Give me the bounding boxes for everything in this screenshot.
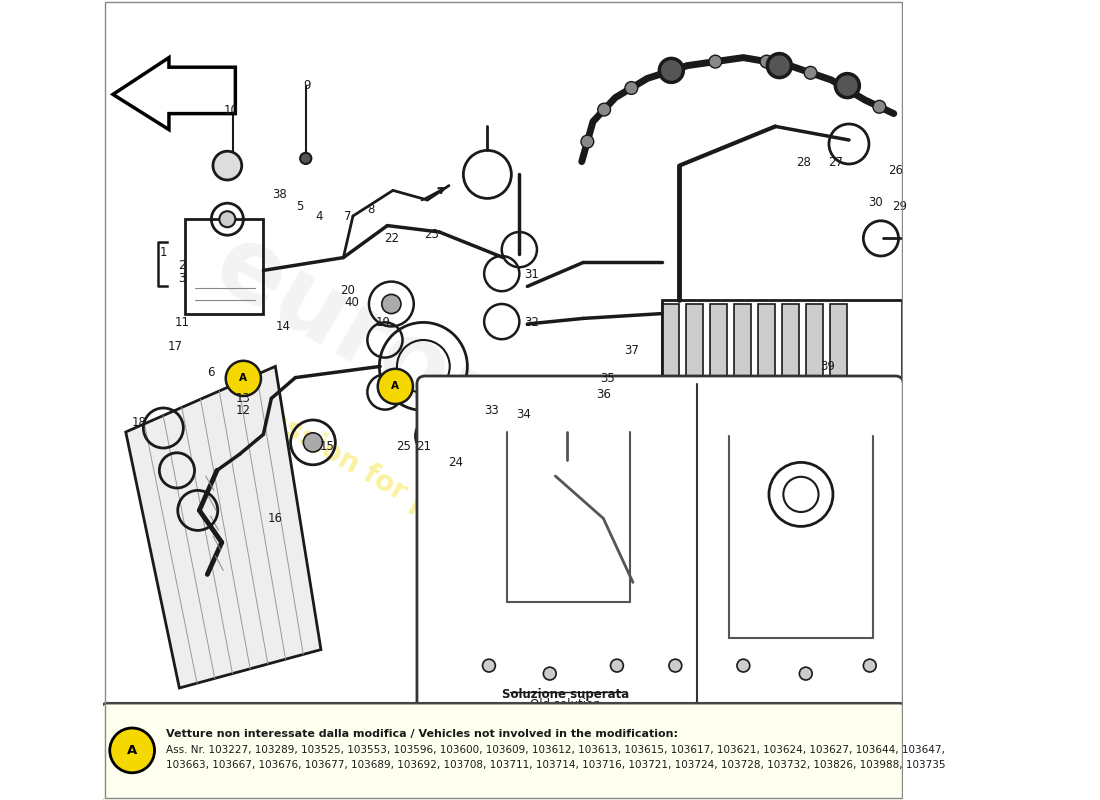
Text: 33: 33 bbox=[484, 404, 498, 417]
Circle shape bbox=[382, 294, 402, 314]
Circle shape bbox=[768, 54, 791, 78]
Bar bbox=[758, 304, 776, 408]
Circle shape bbox=[864, 659, 877, 672]
Text: 35: 35 bbox=[600, 372, 615, 385]
Bar bbox=[710, 304, 727, 408]
Text: 30: 30 bbox=[868, 196, 882, 209]
Bar bbox=[185, 219, 263, 314]
Text: 16: 16 bbox=[268, 512, 283, 525]
Polygon shape bbox=[113, 58, 235, 130]
Circle shape bbox=[659, 58, 683, 82]
Text: Ass. Nr. 103227, 103289, 103525, 103553, 103596, 103600, 103609, 103612, 103613,: Ass. Nr. 103227, 103289, 103525, 103553,… bbox=[166, 745, 945, 754]
Text: 8: 8 bbox=[367, 203, 375, 216]
Text: 27: 27 bbox=[828, 156, 843, 169]
Bar bbox=[734, 304, 751, 408]
Circle shape bbox=[304, 433, 322, 452]
Text: 15: 15 bbox=[320, 440, 334, 453]
Circle shape bbox=[610, 659, 624, 672]
Bar bbox=[662, 406, 902, 456]
Text: Soluzione superata: Soluzione superata bbox=[502, 688, 629, 701]
Bar bbox=[806, 304, 824, 408]
FancyBboxPatch shape bbox=[417, 376, 903, 718]
Text: 3: 3 bbox=[178, 272, 186, 285]
Circle shape bbox=[760, 55, 773, 68]
Text: 9: 9 bbox=[304, 79, 311, 92]
Circle shape bbox=[213, 151, 242, 180]
Text: 26: 26 bbox=[888, 164, 903, 177]
Text: 17: 17 bbox=[168, 340, 183, 353]
Text: 18: 18 bbox=[132, 416, 146, 429]
Circle shape bbox=[597, 103, 611, 116]
Bar bbox=[829, 304, 847, 408]
Text: 37: 37 bbox=[624, 344, 639, 357]
Circle shape bbox=[835, 74, 859, 98]
FancyBboxPatch shape bbox=[101, 703, 905, 800]
Text: A: A bbox=[126, 744, 138, 757]
Text: 28: 28 bbox=[796, 156, 811, 169]
Text: Vetture non interessate dalla modifica / Vehicles not involved in the modificati: Vetture non interessate dalla modifica /… bbox=[166, 729, 678, 738]
Text: A: A bbox=[392, 382, 399, 391]
Circle shape bbox=[219, 211, 235, 227]
Text: 20: 20 bbox=[340, 284, 355, 297]
Text: europars: europars bbox=[197, 216, 682, 552]
Text: 10: 10 bbox=[224, 104, 239, 117]
Text: 32: 32 bbox=[524, 316, 539, 329]
Text: 6: 6 bbox=[208, 366, 216, 378]
Text: 11: 11 bbox=[174, 316, 189, 329]
Text: 1: 1 bbox=[160, 246, 167, 258]
Circle shape bbox=[581, 135, 594, 148]
Circle shape bbox=[300, 153, 311, 164]
Text: 31: 31 bbox=[524, 268, 539, 281]
Text: 25: 25 bbox=[396, 440, 410, 453]
Text: 40: 40 bbox=[344, 296, 359, 309]
Text: 4: 4 bbox=[316, 210, 323, 222]
Circle shape bbox=[661, 66, 674, 78]
Circle shape bbox=[625, 82, 638, 94]
Bar bbox=[662, 300, 902, 408]
Circle shape bbox=[800, 667, 812, 680]
Text: 23: 23 bbox=[424, 228, 439, 241]
Text: 39: 39 bbox=[820, 360, 835, 373]
Text: 5: 5 bbox=[296, 200, 303, 213]
Text: A: A bbox=[240, 374, 248, 383]
Text: 7: 7 bbox=[343, 210, 351, 222]
Bar bbox=[662, 304, 680, 408]
Text: 14: 14 bbox=[276, 320, 290, 333]
Circle shape bbox=[804, 66, 817, 79]
Text: 24: 24 bbox=[448, 456, 463, 469]
Circle shape bbox=[543, 667, 557, 680]
Bar bbox=[685, 304, 703, 408]
Text: 21: 21 bbox=[416, 440, 431, 453]
Text: passion for parts since: passion for parts since bbox=[245, 394, 569, 598]
Bar bbox=[782, 304, 800, 408]
Circle shape bbox=[669, 659, 682, 672]
Text: 36: 36 bbox=[596, 388, 611, 401]
Circle shape bbox=[483, 659, 495, 672]
Text: 38: 38 bbox=[272, 188, 287, 201]
Text: 19: 19 bbox=[376, 316, 390, 329]
Polygon shape bbox=[125, 366, 321, 688]
Circle shape bbox=[710, 55, 722, 68]
Text: 29: 29 bbox=[892, 200, 906, 213]
Circle shape bbox=[110, 728, 155, 773]
Circle shape bbox=[377, 369, 412, 404]
Text: 2: 2 bbox=[178, 259, 186, 272]
Text: 22: 22 bbox=[384, 232, 399, 245]
Text: 12: 12 bbox=[235, 404, 251, 417]
Circle shape bbox=[428, 428, 443, 444]
Circle shape bbox=[873, 100, 886, 113]
Text: 34: 34 bbox=[516, 408, 531, 421]
Text: 13: 13 bbox=[235, 392, 251, 405]
Text: Old solution: Old solution bbox=[530, 698, 601, 710]
Circle shape bbox=[737, 659, 750, 672]
Circle shape bbox=[842, 84, 855, 96]
Text: 103663, 103667, 103676, 103677, 103689, 103692, 103708, 103711, 103714, 103716, : 103663, 103667, 103676, 103677, 103689, … bbox=[166, 760, 945, 770]
Circle shape bbox=[226, 361, 261, 396]
